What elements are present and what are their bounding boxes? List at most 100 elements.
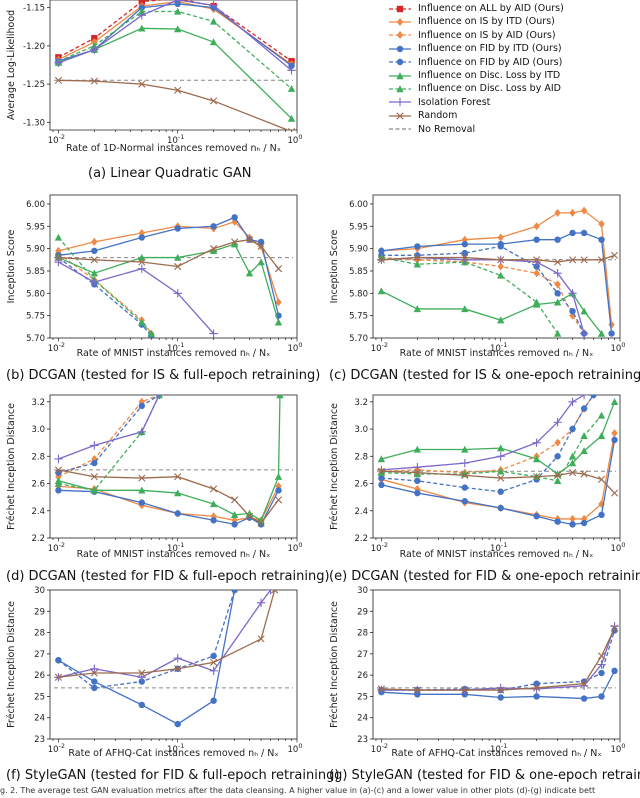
x-tick-label: 100 xyxy=(288,541,303,554)
data-point xyxy=(532,438,541,447)
legend-label: Influence on Disc. Loss by ITD xyxy=(418,70,561,81)
data-point xyxy=(413,469,421,477)
data-point xyxy=(231,590,238,594)
y-axis-label: Inception Score xyxy=(329,229,340,303)
data-point xyxy=(54,479,63,487)
series-line xyxy=(58,257,152,337)
data-point xyxy=(230,511,239,519)
chart-f: 23 24 25 26 27 28 29 30 10-2 10-1 100 Rate of AFHQ-… xyxy=(6,586,302,759)
data-point xyxy=(553,418,562,427)
series-line xyxy=(381,625,616,691)
data-point xyxy=(579,395,589,400)
y-axis-label: Average Log-Likelihood xyxy=(6,10,17,120)
data-point xyxy=(611,667,618,675)
data-point xyxy=(497,271,505,279)
data-point xyxy=(580,695,588,702)
legend-marker xyxy=(396,17,404,26)
data-point xyxy=(377,455,386,463)
x-tick-label: 10-1 xyxy=(167,541,184,554)
data-point xyxy=(533,473,541,481)
legend-marker xyxy=(396,31,404,40)
x-tick-label: 10-2 xyxy=(48,742,65,755)
data-point xyxy=(533,222,540,231)
data-point xyxy=(533,680,540,687)
data-point xyxy=(580,307,588,315)
data-point xyxy=(138,258,146,266)
data-point xyxy=(378,481,385,489)
series-line xyxy=(381,630,616,691)
data-point xyxy=(413,686,421,694)
data-point xyxy=(257,258,265,266)
series-line xyxy=(57,237,152,334)
x-tick-label: 10-2 xyxy=(371,742,388,755)
data-point xyxy=(597,652,606,660)
data-point xyxy=(580,229,588,237)
x-tick-label: 10-2 xyxy=(48,541,65,554)
data-point xyxy=(274,473,283,480)
data-point xyxy=(553,269,562,278)
data-point xyxy=(174,262,182,271)
series-line xyxy=(58,469,280,524)
data-point xyxy=(554,280,561,289)
data-point xyxy=(533,693,540,700)
data-point xyxy=(377,685,386,693)
x-tick-label: 10-1 xyxy=(167,133,184,146)
series-line xyxy=(58,261,215,334)
y-tick-label: 26 xyxy=(357,671,368,681)
series-line xyxy=(381,433,616,520)
data-point xyxy=(245,269,254,277)
data-point xyxy=(377,256,386,264)
data-point xyxy=(461,249,468,257)
data-point xyxy=(210,97,218,105)
legend-label: Influence on FID by AID (Ours) xyxy=(418,56,563,68)
data-point xyxy=(174,665,182,673)
data-point xyxy=(209,666,218,676)
series-line xyxy=(381,232,613,334)
data-point xyxy=(377,467,386,475)
legend-label: Influence on IS by AID (Ours) xyxy=(418,29,556,41)
axes-frame-e xyxy=(372,394,621,539)
caption-c: (c) DCGAN (tested for IS & one-epoch ret… xyxy=(329,368,640,383)
data-point xyxy=(497,467,505,475)
y-tick-label: 2.8 xyxy=(31,452,45,462)
data-point xyxy=(210,658,218,666)
series-line xyxy=(381,401,616,475)
series-line xyxy=(58,395,281,522)
data-point xyxy=(568,459,577,467)
data-point xyxy=(598,220,605,229)
data-point xyxy=(173,289,182,298)
caption-g: (g) StyleGAN (tested for FID & one-epoch… xyxy=(329,768,640,783)
x-tick-label: 10-2 xyxy=(371,341,388,354)
data-point xyxy=(569,229,576,237)
y-tick-label: 2.6 xyxy=(354,480,368,490)
data-point xyxy=(54,58,63,67)
data-point xyxy=(554,518,561,525)
legend-marker xyxy=(395,98,405,107)
legend-label: Influence on ALL by AID (Ours) xyxy=(418,3,564,14)
data-point xyxy=(90,269,99,277)
axes-frame-f xyxy=(49,589,298,740)
data-point xyxy=(54,233,63,241)
data-point xyxy=(414,243,421,250)
data-point xyxy=(580,405,588,412)
data-point xyxy=(209,38,218,46)
data-point xyxy=(54,466,63,474)
series-line xyxy=(381,245,585,334)
data-point xyxy=(532,298,541,306)
data-point xyxy=(554,471,562,479)
series-line xyxy=(58,590,236,689)
data-point xyxy=(138,4,145,11)
data-point xyxy=(590,395,597,399)
data-point xyxy=(553,329,562,337)
data-point xyxy=(288,62,295,69)
data-point xyxy=(461,471,469,479)
data-point xyxy=(532,455,541,463)
data-point xyxy=(90,256,98,264)
x-tick-label: 10-2 xyxy=(48,133,65,146)
data-point xyxy=(173,0,182,5)
data-point xyxy=(174,25,182,33)
data-point xyxy=(461,253,469,262)
data-point xyxy=(533,269,540,278)
data-point xyxy=(608,330,615,337)
data-point xyxy=(568,256,577,264)
